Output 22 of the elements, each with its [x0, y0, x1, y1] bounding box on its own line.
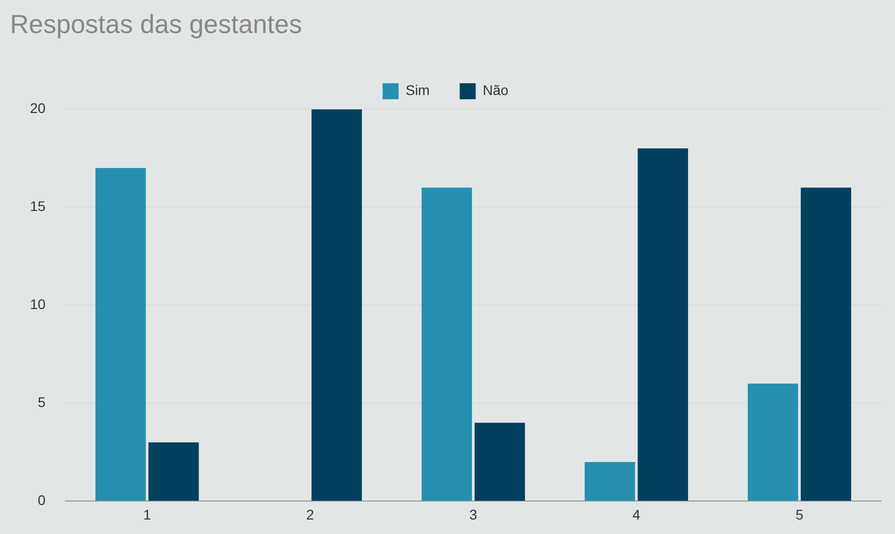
legend-label: Sim [406, 82, 430, 98]
bar [422, 188, 472, 501]
bar [95, 168, 146, 501]
y-tick-label: 20 [30, 100, 46, 116]
y-tick-label: 10 [30, 296, 46, 312]
bar [584, 462, 636, 501]
x-tick-label: 3 [469, 506, 478, 522]
x-tick-label: 2 [306, 506, 314, 522]
bar [800, 188, 852, 501]
chart-title: Respostas das gestantes [10, 8, 302, 39]
y-tick-label: 5 [38, 394, 46, 410]
bar [748, 384, 798, 501]
x-tick-label: 4 [632, 506, 640, 522]
y-tick-label: 0 [38, 492, 46, 508]
bar [148, 442, 199, 501]
bar [474, 422, 525, 501]
y-tick-label: 15 [30, 198, 46, 214]
bar [312, 109, 362, 501]
x-tick-label: 1 [143, 506, 152, 522]
legend-label: Não [482, 82, 509, 98]
bar [638, 148, 688, 501]
x-tick-label: 5 [796, 506, 804, 522]
